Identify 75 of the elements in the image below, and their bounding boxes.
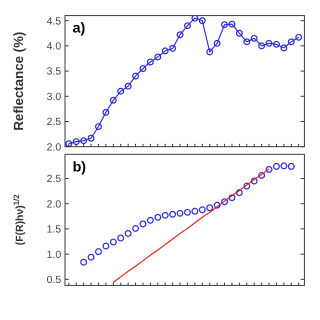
point: [154, 214, 162, 221]
point: [272, 162, 280, 170]
point: [132, 72, 140, 80]
point: [236, 30, 243, 37]
point: [169, 44, 176, 52]
point: [280, 44, 288, 52]
y-tick-label: 2.0: [46, 199, 62, 210]
point: [206, 48, 214, 56]
annotation: b): [72, 159, 86, 176]
point: [206, 204, 214, 212]
point: [110, 96, 117, 104]
point: [146, 216, 154, 224]
point: [221, 21, 228, 28]
point: [280, 162, 288, 170]
point: [94, 123, 102, 130]
y-tick-label: 3.0: [46, 92, 62, 103]
point: [243, 182, 250, 190]
point: [272, 40, 280, 48]
y-tick-label: 4.0: [46, 42, 62, 53]
point: [266, 166, 273, 173]
point: [184, 22, 191, 30]
point: [124, 82, 132, 90]
y-tick-label: 2.0: [46, 142, 62, 154]
point: [169, 210, 176, 218]
point: [214, 202, 221, 209]
point: [198, 17, 206, 24]
point: [117, 234, 124, 242]
y-tick-label: 1.5: [46, 224, 62, 236]
point: [162, 212, 169, 219]
point: [288, 38, 295, 46]
point: [117, 88, 124, 95]
point: [184, 208, 191, 216]
y-tick-label: 2.5: [46, 174, 62, 186]
point: [221, 198, 228, 206]
point: [250, 178, 258, 184]
point: [132, 224, 140, 232]
point: [176, 31, 184, 38]
point: [236, 189, 243, 196]
point: [102, 242, 110, 250]
point: [250, 34, 258, 42]
y-tick-label: 0.5: [46, 275, 62, 286]
point: [139, 220, 146, 228]
point: [258, 42, 266, 50]
point: [154, 53, 162, 60]
y-tick-label: 4.5: [46, 16, 62, 28]
y-tick-label: 1.0: [46, 250, 62, 261]
annotation: a): [72, 20, 86, 37]
point: [176, 210, 184, 217]
y-axis-title: Reflectance (%): [11, 32, 26, 131]
point: [94, 248, 102, 256]
point: [243, 38, 250, 46]
point: [146, 58, 154, 66]
point: [110, 238, 117, 246]
point: [288, 162, 295, 170]
point: [88, 134, 95, 142]
y-tick-label: 2.5: [46, 117, 62, 128]
point: [124, 230, 132, 237]
point: [258, 172, 266, 179]
point: [80, 258, 88, 266]
point: [88, 254, 95, 261]
point: [191, 16, 198, 22]
point: [214, 40, 221, 47]
point: [198, 206, 206, 214]
y-tick-label: 3.5: [46, 66, 62, 78]
point: [162, 47, 169, 54]
point: [102, 108, 110, 116]
point: [72, 138, 80, 146]
point: [191, 208, 198, 215]
point: [228, 20, 236, 28]
point: [266, 40, 273, 47]
point: [139, 65, 146, 72]
point: [80, 137, 88, 144]
point: [65, 140, 72, 147]
point: [228, 194, 236, 202]
point: [295, 34, 302, 41]
